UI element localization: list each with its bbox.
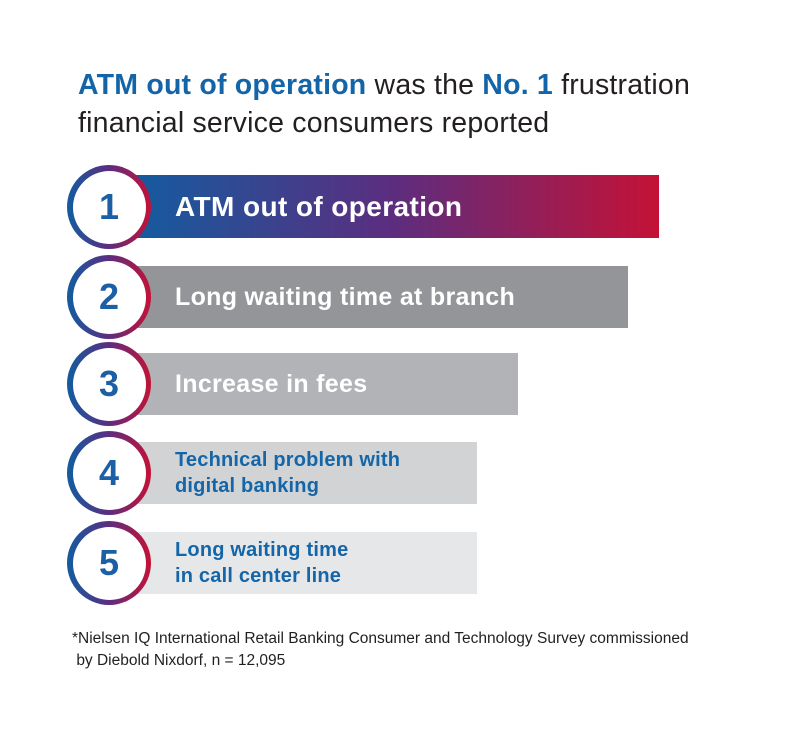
rank-bar-2: Long waiting time at branch <box>125 266 628 328</box>
rank-label-1: ATM out of operation <box>175 190 463 222</box>
rank-badge-3: 3 <box>67 342 151 426</box>
rank-bar-1: ATM out of operation <box>125 175 659 238</box>
title-text-frustration: frustration <box>561 69 691 101</box>
rank-number-2: 2 <box>72 260 146 334</box>
rank-number-3: 3 <box>72 347 146 421</box>
rank-number-4: 4 <box>72 436 146 510</box>
rank-bar-5: Long waiting time in call center line <box>125 532 477 594</box>
rank-bar-4: Technical problem with digital banking <box>125 442 477 504</box>
title-highlight-no1: No. 1 <box>482 69 562 101</box>
rank-badge-5: 5 <box>67 521 151 605</box>
rank-bar-3: Increase in fees <box>125 353 518 415</box>
rank-number-5: 5 <box>72 526 146 600</box>
source-footnote: *Nielsen IQ International Retail Banking… <box>72 630 689 669</box>
rank-label-4: Technical problem with digital banking <box>175 449 401 497</box>
page-title: ATM out of operation was the No. 1 frust… <box>78 66 758 142</box>
rank-label-5: Long waiting time in call center line <box>175 539 349 587</box>
title-text-was-the: was the <box>374 69 483 101</box>
title-highlight-atm: ATM out of operation <box>78 69 375 101</box>
rank-label-3: Increase in fees <box>175 369 368 398</box>
rank-label-2: Long waiting time at branch <box>175 282 516 311</box>
rank-badge-1: 1 <box>67 165 151 249</box>
title-line2: financial service consumers reported <box>78 107 550 139</box>
rank-badge-4: 4 <box>67 431 151 515</box>
rank-badge-2: 2 <box>67 255 151 339</box>
rank-number-1: 1 <box>72 170 146 244</box>
